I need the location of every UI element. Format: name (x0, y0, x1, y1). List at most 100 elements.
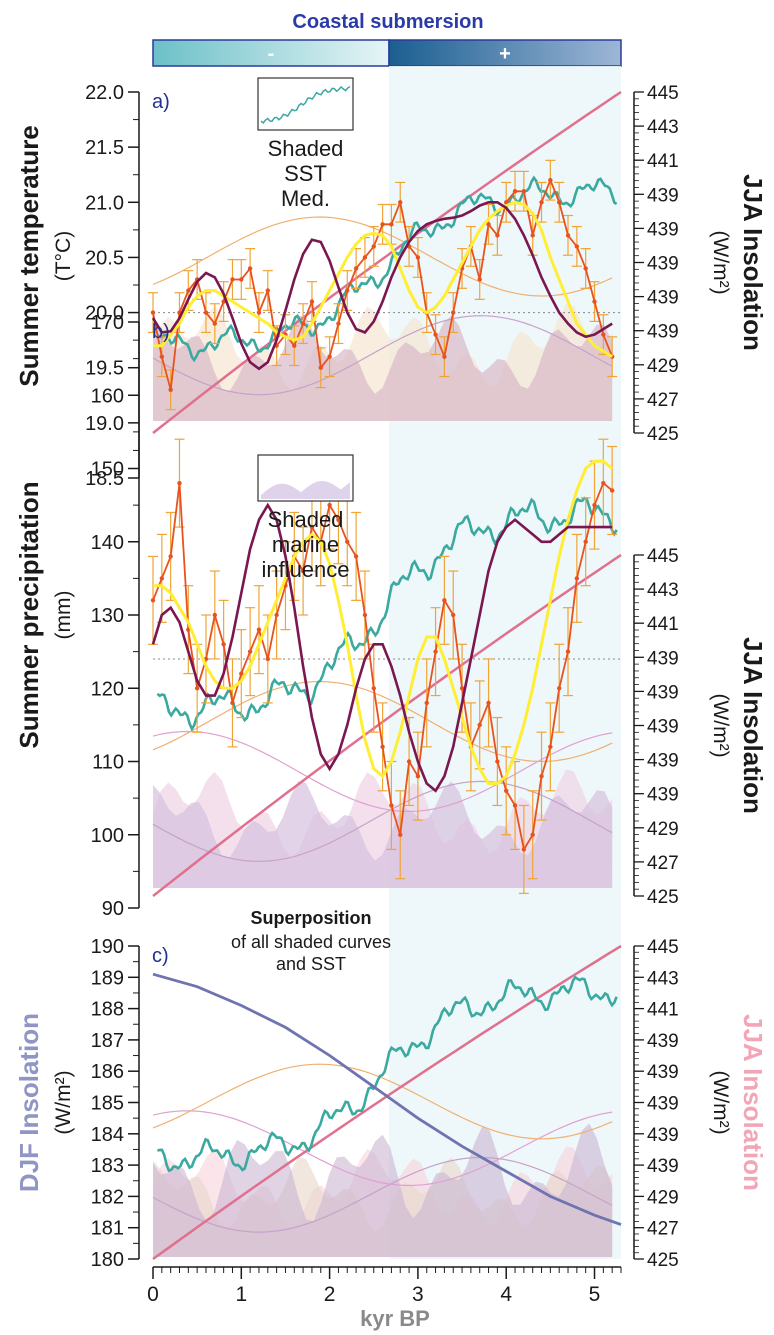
left-axis-unit: (T°C) (52, 231, 75, 281)
right-tick-label: 439 (647, 682, 679, 703)
x-axis-label: kyr BP (360, 1306, 430, 1331)
data-point (433, 332, 438, 337)
data-point (159, 354, 165, 359)
data-point (168, 387, 173, 392)
jja-insolation-line (152, 553, 622, 897)
data-point (353, 554, 359, 559)
left-axis-unit: (W/m²) (52, 1070, 75, 1134)
data-point (521, 189, 527, 194)
right-axis-c: 445 443 441 439 439 439 439 439 429 427 425 (633, 937, 679, 1271)
data-point (415, 773, 421, 779)
data-point (424, 700, 429, 706)
left-tick-label: 110 (92, 752, 124, 774)
left-tick-label: 20.5 (85, 247, 124, 269)
left-tick-label: 187 (91, 1030, 124, 1052)
right-tick-label: 439 (647, 1125, 679, 1146)
left-axis-title: DJF Insolation (14, 1013, 44, 1192)
reference-sine-2 (152, 1063, 613, 1140)
inset-marine-area (261, 481, 350, 499)
data-point (406, 759, 412, 764)
data-point (433, 649, 438, 654)
panel-letter: b) (152, 321, 170, 343)
sst-curve (156, 175, 618, 363)
left-tick-label: 186 (91, 1061, 124, 1083)
right-tick-label: 445 (647, 83, 679, 104)
right-tick-label: 439 (647, 185, 679, 206)
left-tick-label: 190 (91, 936, 124, 958)
data-point (442, 354, 447, 359)
panel-c: 1901891881871861851841831821811804454434… (14, 908, 768, 1271)
shaded-area-2 (153, 1123, 613, 1257)
data-point (371, 686, 376, 691)
data-point (459, 686, 465, 691)
data-point (239, 671, 244, 676)
data-point (574, 244, 580, 249)
data-point (159, 576, 165, 581)
right-tick-label: 425 (647, 424, 679, 445)
data-point (327, 502, 332, 508)
right-tick-label: 439 (647, 751, 679, 772)
left-tick-label: 150 (91, 459, 124, 481)
right-axis-title: JJA Insolation (738, 1014, 768, 1191)
data-point (150, 598, 156, 603)
inset-label-line: Shaded (268, 507, 344, 532)
left-tick-label: 21.0 (85, 192, 124, 214)
data-point (565, 233, 571, 238)
left-tick-label: 170 (91, 312, 124, 334)
djf-insolation-line (152, 972, 622, 1226)
x-tick-label: 2 (324, 1283, 336, 1306)
annotation-line: of all shaded curves (231, 932, 391, 952)
inset-box (257, 77, 354, 131)
panel-b: 170 160 150 140 130 120 110 100 90 445 443 441 439 43… (14, 312, 768, 920)
left-axis-title: Summer temperature (14, 125, 44, 387)
left-tick-label: 90 (102, 898, 124, 920)
data-point (609, 488, 615, 493)
data-point (345, 539, 350, 544)
data-point (177, 480, 182, 486)
data-point (477, 277, 482, 282)
data-point (451, 310, 456, 315)
submersion-shading (389, 66, 621, 1259)
data-point (530, 233, 535, 238)
data-point (292, 343, 297, 348)
annotation-line: and SST (276, 954, 346, 974)
data-point (592, 502, 597, 508)
right-tick-label: 429 (647, 1187, 679, 1208)
x-tick-label: 0 (147, 1283, 159, 1306)
banner-minus (152, 39, 390, 67)
data-point (256, 627, 262, 632)
left-axis-unit: (mm) (52, 591, 75, 640)
data-point (194, 686, 200, 691)
data-point (150, 310, 156, 315)
banner-minus-label: - (268, 43, 275, 65)
inset-label-line: marine (272, 532, 339, 557)
left-tick-label: 183 (91, 1155, 124, 1177)
data-point (574, 576, 580, 581)
right-tick-label: 439 (647, 648, 679, 669)
left-axis-b: 170 160 150 140 130 120 110 100 90 (91, 312, 140, 920)
data-point (362, 612, 368, 618)
reference-sine-1 (152, 730, 613, 812)
panel-letter: c) (152, 945, 169, 967)
data-point (327, 354, 332, 359)
right-tick-label: 445 (647, 937, 679, 958)
data-point (504, 200, 509, 205)
left-tick-label: 160 (91, 385, 124, 407)
data-point (548, 744, 553, 750)
data-point (318, 365, 323, 370)
left-axis-title: Summer precipitation (14, 481, 44, 748)
data-point (265, 288, 270, 293)
panel-a: 22.021.521.020.520.019.519.018.544544344… (14, 77, 768, 490)
data-point (486, 700, 491, 706)
data-point (495, 233, 500, 238)
right-tick-label: 439 (647, 1156, 679, 1177)
data-point (565, 649, 571, 654)
data-point (300, 568, 306, 574)
right-tick-label: 439 (647, 322, 679, 343)
banner-plus-label: + (499, 43, 511, 65)
data-point (495, 759, 500, 764)
left-tick-label: 120 (91, 678, 124, 700)
right-tick-label: 439 (647, 717, 679, 738)
data-point (230, 700, 235, 706)
right-tick-label: 439 (647, 1094, 679, 1115)
